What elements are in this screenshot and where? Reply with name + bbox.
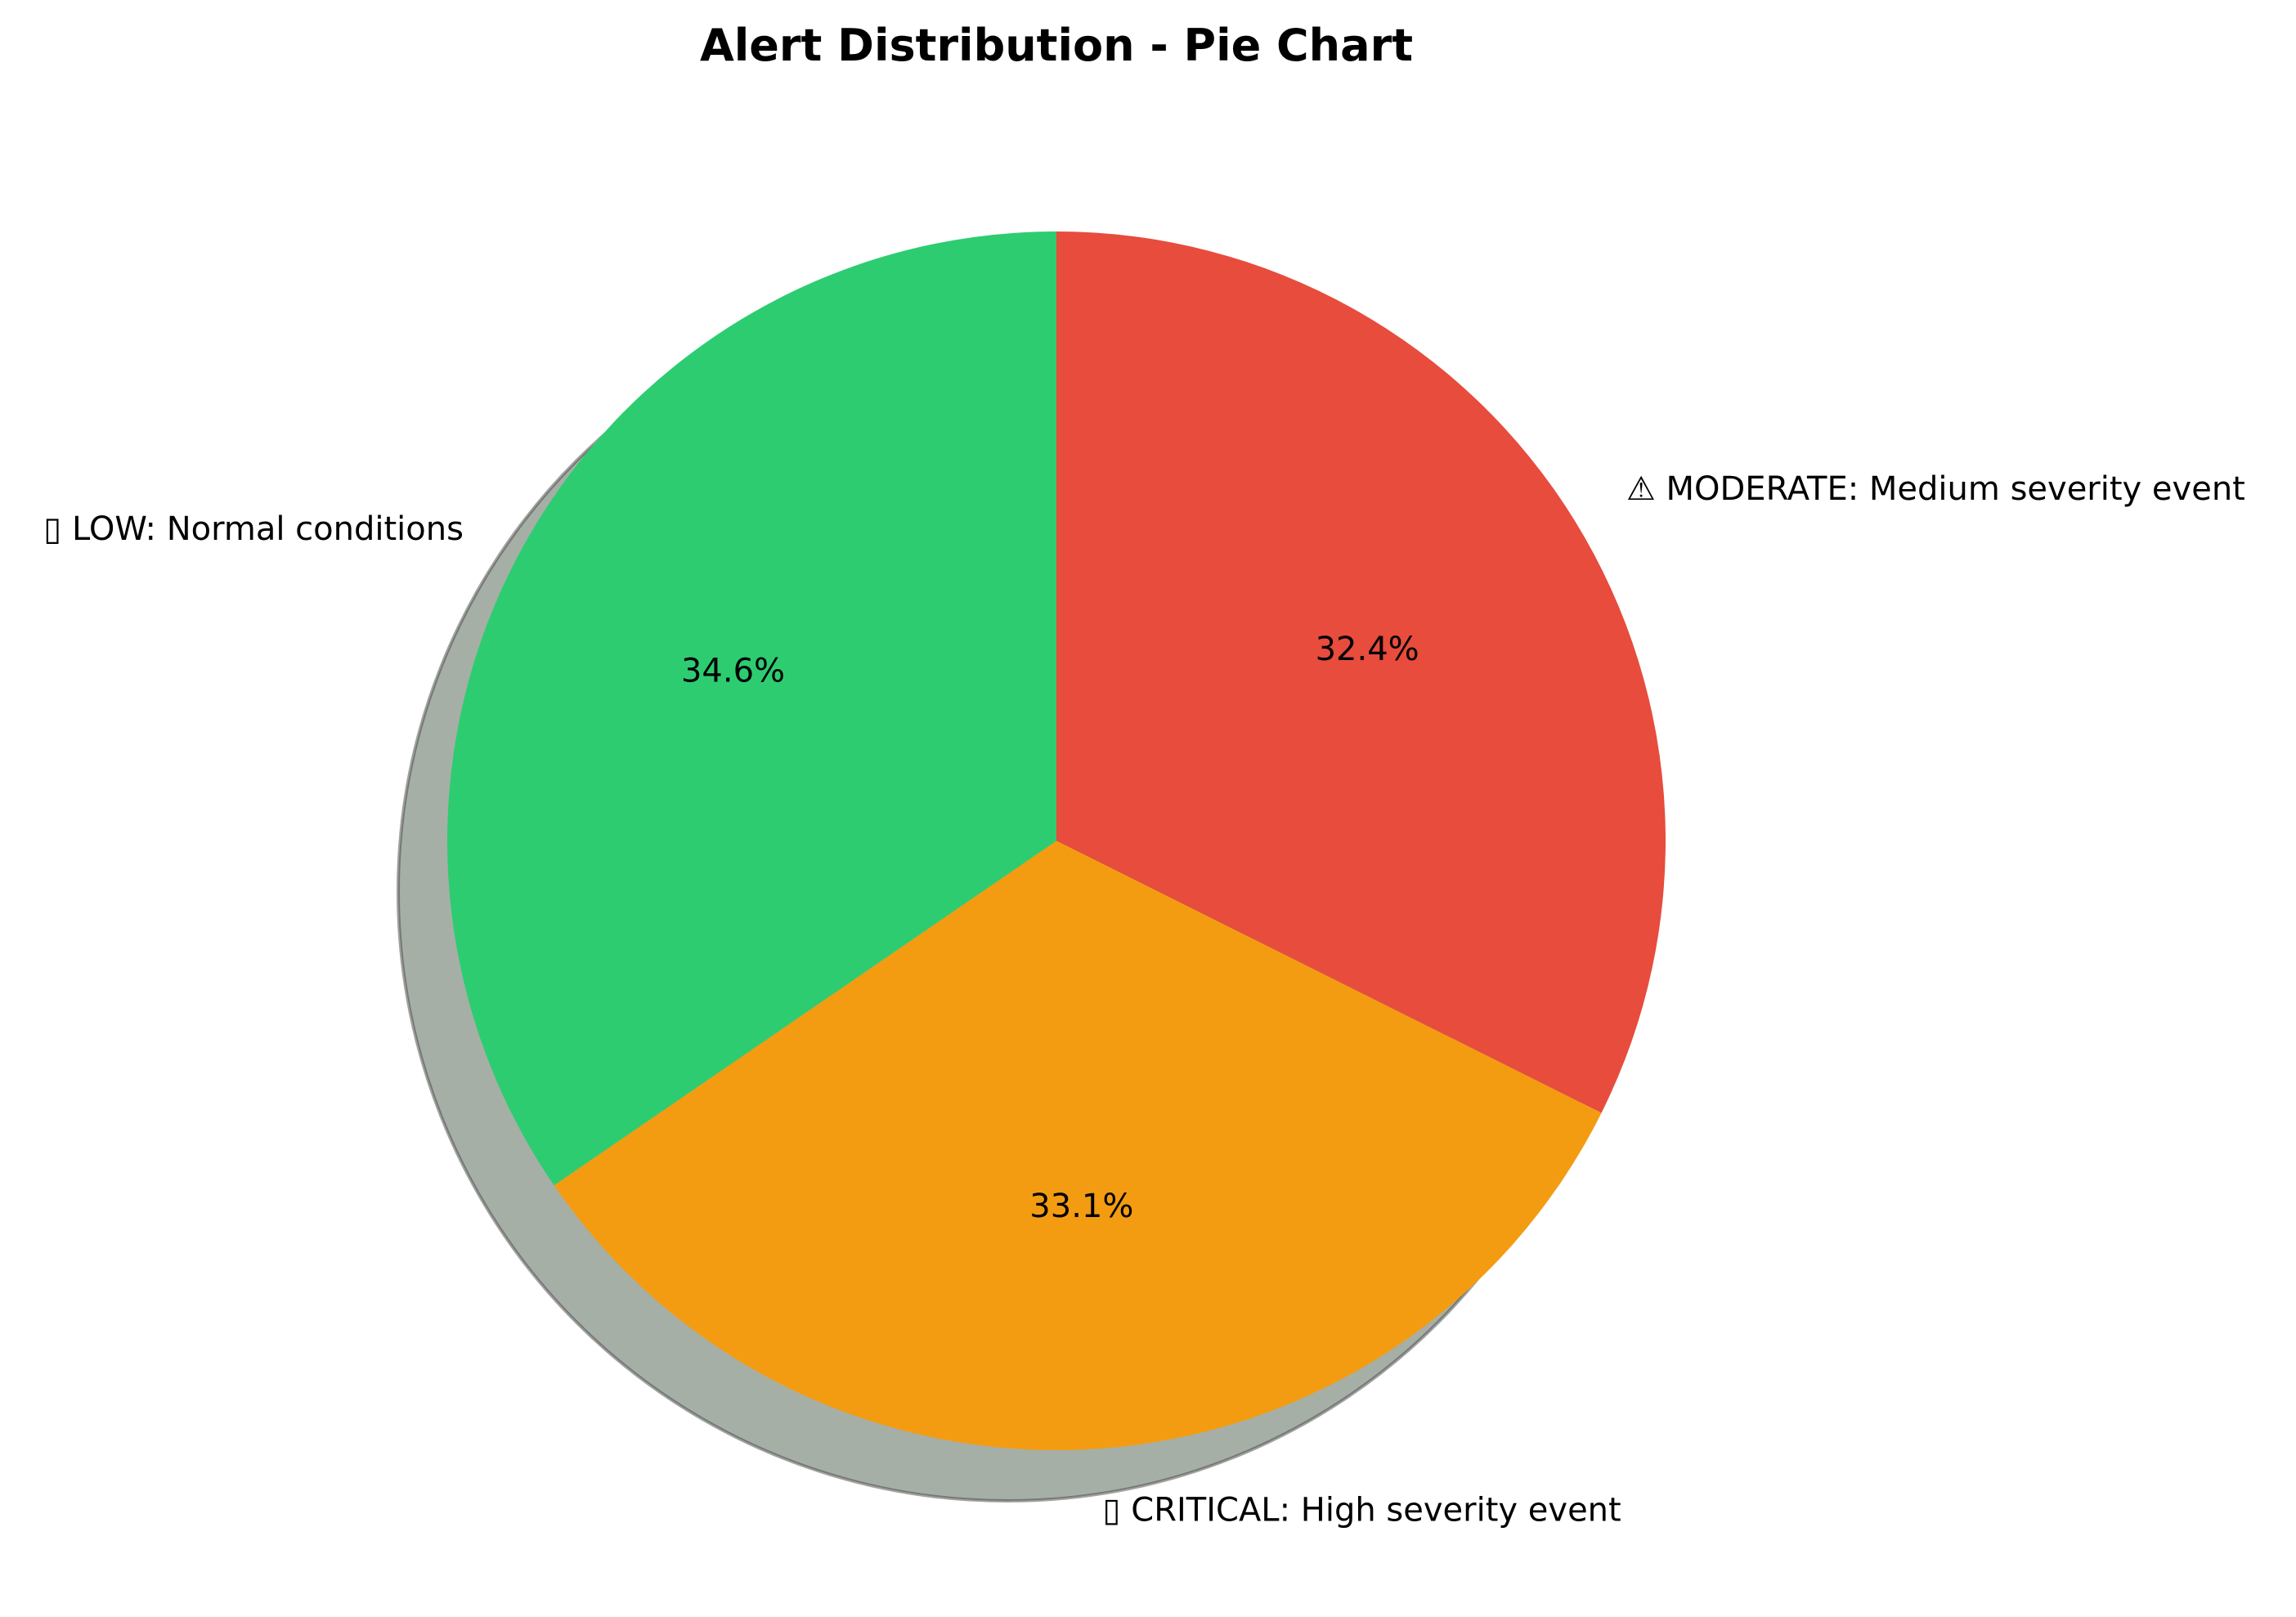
pie-labels: 32.4% ⚠ MODERATE: Medium severity event 33… — [43, 470, 2245, 1529]
slice-percent-label: 33.1% — [1029, 1188, 1133, 1225]
slice-category-label: ▯ LOW: Normal conditions — [43, 510, 464, 548]
slice-category-label: ▯ CRITICAL: High severity event — [1103, 1492, 1621, 1529]
pie-slice — [1056, 231, 1666, 1113]
chart-title: Alert Distribution - Pie Chart — [700, 20, 1413, 71]
pie-slices — [447, 231, 1666, 1450]
slice-percent-label: 32.4% — [1316, 631, 1419, 668]
slice-category-label: ⚠ MODERATE: Medium severity event — [1626, 470, 2245, 508]
pie-slice — [554, 841, 1602, 1450]
slice-percent-label: 34.6% — [681, 653, 785, 690]
pie-slice — [447, 231, 1056, 1186]
